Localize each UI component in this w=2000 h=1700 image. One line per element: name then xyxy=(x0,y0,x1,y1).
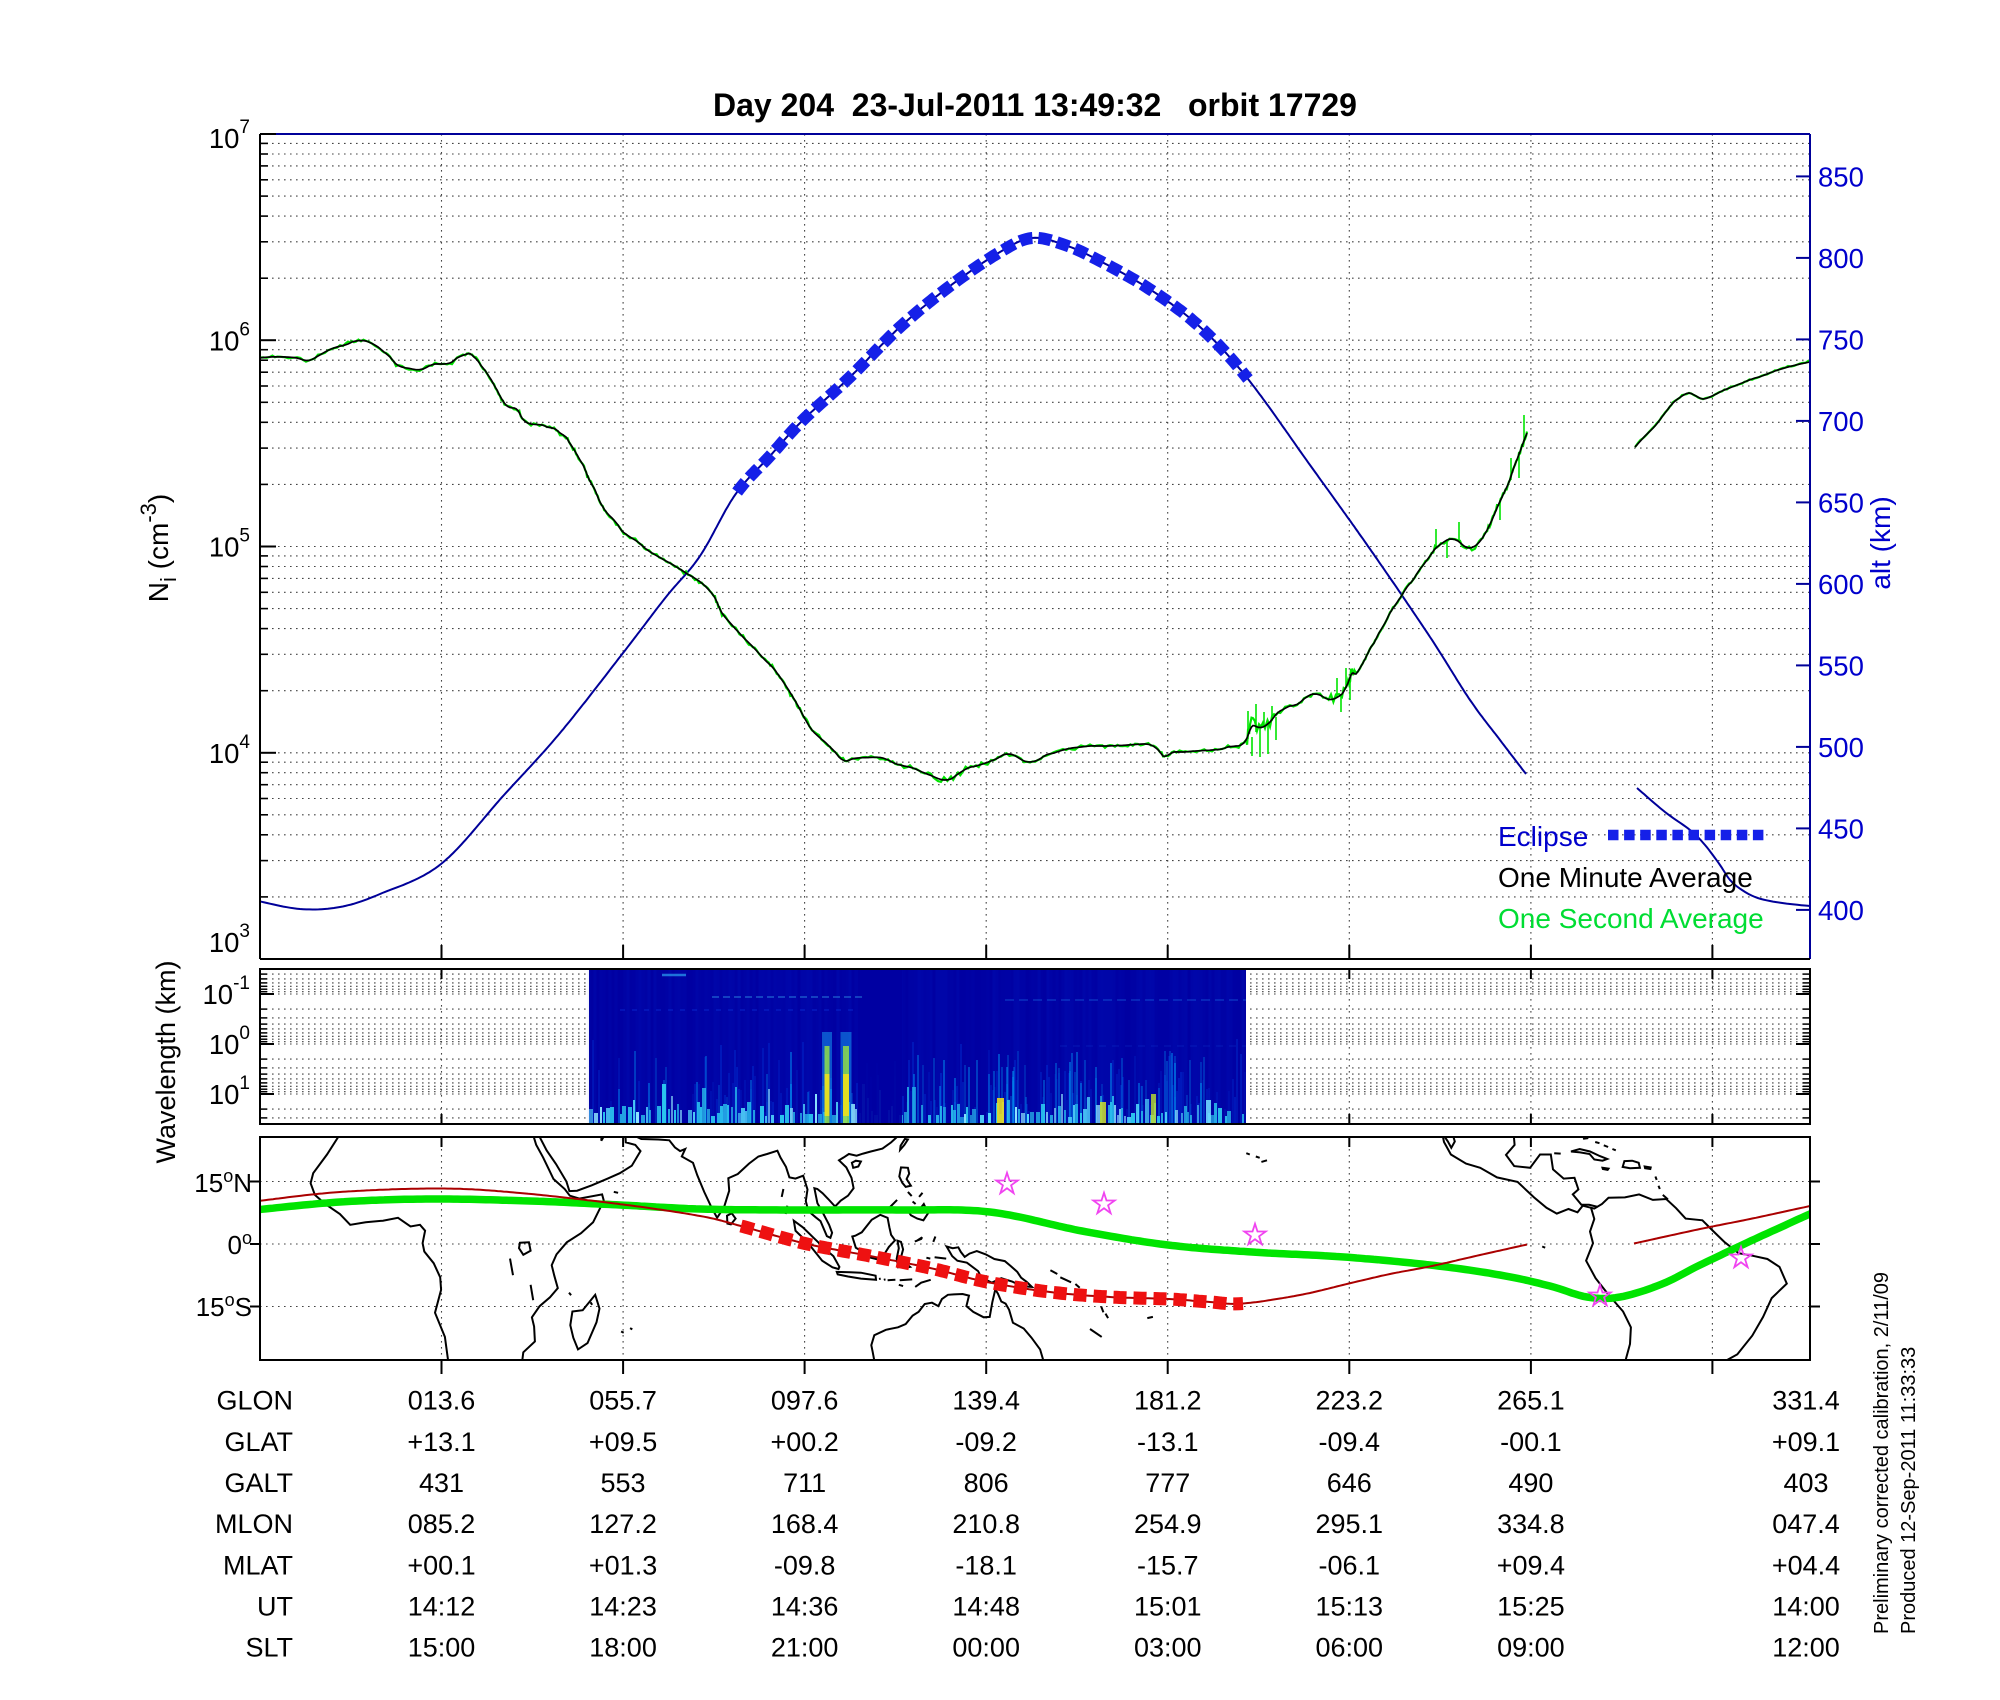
svg-text:254.9: 254.9 xyxy=(1134,1509,1202,1539)
svg-text:One Minute Average: One Minute Average xyxy=(1498,862,1753,893)
svg-text:+01.3: +01.3 xyxy=(589,1550,657,1580)
svg-text:MLON: MLON xyxy=(215,1509,293,1539)
svg-text:Produced 12-Sep-2011 11:33:33: Produced 12-Sep-2011 11:33:33 xyxy=(1898,1347,1920,1634)
svg-text:00:00: 00:00 xyxy=(952,1633,1020,1663)
svg-text:-13.1: -13.1 xyxy=(1137,1427,1199,1457)
svg-text:+04.4: +04.4 xyxy=(1772,1550,1840,1580)
svg-text:-18.1: -18.1 xyxy=(955,1550,1017,1580)
svg-text:+00.1: +00.1 xyxy=(407,1550,475,1580)
svg-text:-09.4: -09.4 xyxy=(1319,1427,1381,1457)
svg-text:-00.1: -00.1 xyxy=(1500,1427,1562,1457)
svg-text:+13.1: +13.1 xyxy=(407,1427,475,1457)
svg-text:09:00: 09:00 xyxy=(1497,1633,1565,1663)
svg-text:+09.4: +09.4 xyxy=(1497,1550,1565,1580)
svg-text:alt (km): alt (km) xyxy=(1865,496,1896,589)
svg-text:14:36: 14:36 xyxy=(771,1591,839,1621)
svg-text:646: 646 xyxy=(1327,1468,1372,1498)
svg-text:168.4: 168.4 xyxy=(771,1509,839,1539)
svg-text:223.2: 223.2 xyxy=(1316,1386,1384,1416)
svg-text:550: 550 xyxy=(1818,650,1864,681)
svg-text:334.8: 334.8 xyxy=(1497,1509,1565,1539)
svg-text:+09.5: +09.5 xyxy=(589,1427,657,1457)
svg-text:14:00: 14:00 xyxy=(1772,1591,1840,1621)
svg-text:15oN: 15oN xyxy=(194,1166,252,1198)
svg-text:139.4: 139.4 xyxy=(952,1386,1020,1416)
svg-text:650: 650 xyxy=(1818,487,1864,518)
svg-text:15:01: 15:01 xyxy=(1134,1591,1202,1621)
svg-text:750: 750 xyxy=(1818,324,1864,355)
svg-text:403: 403 xyxy=(1783,1468,1828,1498)
svg-text:GLON: GLON xyxy=(216,1386,293,1416)
svg-text:181.2: 181.2 xyxy=(1134,1386,1202,1416)
svg-text:210.8: 210.8 xyxy=(952,1509,1020,1539)
svg-text:15:00: 15:00 xyxy=(408,1633,476,1663)
svg-text:SLT: SLT xyxy=(245,1633,293,1663)
svg-text:12:00: 12:00 xyxy=(1772,1633,1840,1663)
svg-text:600: 600 xyxy=(1818,569,1864,600)
svg-text:UT: UT xyxy=(257,1591,293,1621)
svg-text:18:00: 18:00 xyxy=(589,1633,657,1663)
svg-text:14:12: 14:12 xyxy=(408,1591,476,1621)
svg-text:-15.7: -15.7 xyxy=(1137,1550,1199,1580)
svg-text:295.1: 295.1 xyxy=(1316,1509,1384,1539)
svg-text:013.6: 013.6 xyxy=(408,1386,476,1416)
svg-text:MLAT: MLAT xyxy=(223,1550,293,1580)
svg-text:-09.2: -09.2 xyxy=(955,1427,1017,1457)
svg-text:Eclipse: Eclipse xyxy=(1498,821,1588,852)
svg-text:806: 806 xyxy=(964,1468,1009,1498)
svg-text:711: 711 xyxy=(783,1468,826,1498)
svg-text:850: 850 xyxy=(1818,161,1864,192)
svg-text:06:00: 06:00 xyxy=(1316,1633,1384,1663)
svg-text:800: 800 xyxy=(1818,243,1864,274)
svg-text:15oS: 15oS xyxy=(196,1290,252,1322)
svg-text:Day 204 23-Jul-2011 13:49:32: Day 204 23-Jul-2011 13:49:32 orbit 17729 xyxy=(713,87,1357,123)
svg-text:097.6: 097.6 xyxy=(771,1386,839,1416)
svg-text:500: 500 xyxy=(1818,732,1864,763)
svg-text:047.4: 047.4 xyxy=(1772,1509,1840,1539)
svg-text:21:00: 21:00 xyxy=(771,1633,839,1663)
svg-text:700: 700 xyxy=(1818,406,1864,437)
svg-text:490: 490 xyxy=(1508,1468,1553,1498)
svg-text:400: 400 xyxy=(1818,895,1864,926)
svg-text:14:23: 14:23 xyxy=(589,1591,657,1621)
svg-text:GLAT: GLAT xyxy=(224,1427,293,1457)
svg-text:055.7: 055.7 xyxy=(589,1386,657,1416)
svg-text:331.4: 331.4 xyxy=(1772,1386,1840,1416)
svg-text:127.2: 127.2 xyxy=(589,1509,657,1539)
svg-text:10-1: 10-1 xyxy=(203,973,251,1010)
svg-text:14:48: 14:48 xyxy=(952,1591,1020,1621)
svg-text:03:00: 03:00 xyxy=(1134,1633,1202,1663)
svg-text:One Second Average: One Second Average xyxy=(1498,903,1764,934)
svg-text:+09.1: +09.1 xyxy=(1772,1427,1840,1457)
svg-text:431: 431 xyxy=(419,1468,464,1498)
svg-text:Preliminary corrected calibrat: Preliminary corrected calibration, 2/11/… xyxy=(1871,1272,1893,1634)
svg-text:265.1: 265.1 xyxy=(1497,1386,1565,1416)
svg-text:553: 553 xyxy=(601,1468,646,1498)
svg-text:085.2: 085.2 xyxy=(408,1509,476,1539)
svg-text:-06.1: -06.1 xyxy=(1319,1550,1381,1580)
svg-text:Wavelength (km): Wavelength (km) xyxy=(151,960,181,1163)
svg-text:777: 777 xyxy=(1145,1468,1190,1498)
svg-text:15:25: 15:25 xyxy=(1497,1591,1565,1621)
svg-text:15:13: 15:13 xyxy=(1316,1591,1384,1621)
svg-text:GALT: GALT xyxy=(224,1468,293,1498)
svg-text:450: 450 xyxy=(1818,813,1864,844)
svg-text:+00.2: +00.2 xyxy=(770,1427,838,1457)
svg-text:-09.8: -09.8 xyxy=(774,1550,836,1580)
